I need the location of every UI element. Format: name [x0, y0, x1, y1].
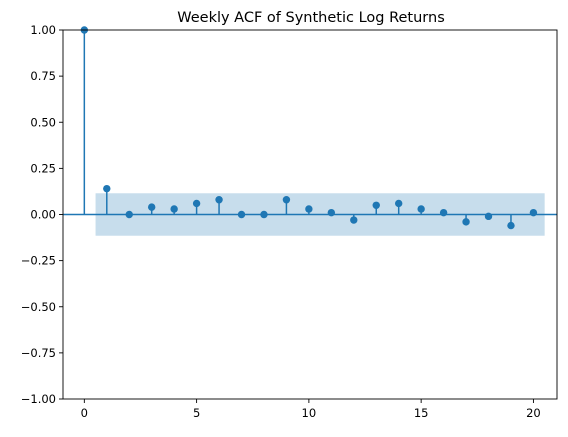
y-tick-label: −1.00 [21, 392, 56, 406]
acf-marker-lag-3 [147, 203, 156, 211]
x-tick-label: 20 [526, 406, 541, 420]
y-tick-label: 0.50 [30, 115, 56, 129]
acf-marker-lag-6 [215, 196, 223, 204]
x-tick-label: 0 [81, 406, 88, 420]
acf-marker-lag-8 [260, 210, 268, 219]
acf-marker-lag-2 [125, 210, 133, 219]
acf-marker-lag-5 [192, 199, 201, 208]
acf-marker-lag-7 [237, 210, 246, 219]
acf-marker-lag-17 [462, 218, 470, 226]
acf-marker-lag-13 [372, 201, 380, 209]
x-tick-label: 5 [193, 406, 200, 420]
chart-title: Weekly ACF of Synthetic Log Returns [177, 10, 445, 26]
y-tick-label: 0.00 [30, 208, 56, 222]
acf-marker-lag-16 [439, 208, 448, 217]
acf-marker-lag-1 [103, 184, 111, 193]
acf-marker-lag-9 [282, 196, 291, 204]
acf-marker-lag-11 [327, 208, 336, 217]
x-tick-label: 15 [414, 406, 429, 420]
acf-marker-lag-18 [484, 212, 493, 221]
y-tick-label: −0.50 [21, 300, 56, 314]
y-tick-label: 0.25 [30, 161, 56, 175]
ticks-layer: 0 5 10 15 20 −1.00 −0.75 −0.50 −0.25 0.00 0.25 0.50… [21, 23, 541, 420]
acf-marker-lag-20 [529, 208, 538, 217]
y-tick-label: 0.75 [30, 69, 56, 83]
y-tick-label: −0.75 [21, 346, 56, 360]
acf-marker-lag-19 [507, 221, 515, 230]
acf-marker-lag-4 [170, 205, 178, 213]
acf-marker-lag-15 [417, 205, 425, 213]
acf-marker-lag-10 [305, 205, 313, 213]
acf-marker-lag-12 [350, 216, 358, 224]
x-tick-label: 10 [302, 406, 317, 420]
acf-marker-lag-14 [394, 199, 403, 208]
y-tick-label: −0.25 [21, 254, 56, 268]
y-tick-label: 1.00 [30, 23, 56, 37]
